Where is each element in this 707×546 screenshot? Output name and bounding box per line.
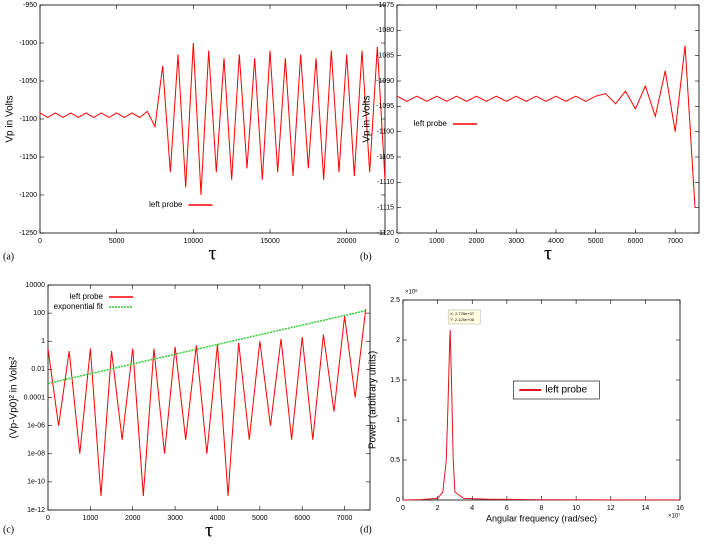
x-axis-label: τ <box>205 520 213 541</box>
x-axis-label: τ <box>208 243 216 265</box>
y-tick-label: 1e-08 <box>27 451 45 458</box>
x-tick-label: 6000 <box>294 515 310 522</box>
legend-label: left probe <box>149 200 183 209</box>
x-tick-label: 10 <box>572 505 580 512</box>
legend-box <box>513 380 600 400</box>
y-tick-label: -1075 <box>376 2 394 9</box>
y-tick-label: 1e-10 <box>27 479 45 486</box>
y-tick-label: -1080 <box>376 27 394 34</box>
panel-label: (a) <box>3 251 14 262</box>
x-tick-label: 0 <box>395 238 399 245</box>
y-tick-label: 0.01 <box>31 366 45 373</box>
y-exponent: ×10⁶ <box>405 289 418 296</box>
y-tick-label: 0.5 <box>390 457 400 464</box>
x-tick-label: 0 <box>46 515 50 522</box>
y-tick-label: 1e-06 <box>27 422 45 429</box>
y-tick-label: -1100 <box>20 116 37 123</box>
x-tick-label: 2000 <box>125 515 141 522</box>
y-tick-label: 0.0001 <box>24 394 46 401</box>
y-tick-label: 100 <box>33 310 45 317</box>
x-tick-label: 6000 <box>628 238 644 245</box>
y-tick-label: 10000 <box>26 282 46 289</box>
x-tick-label: 3000 <box>508 238 524 245</box>
x-tick-label: 8 <box>540 505 544 512</box>
series-line <box>47 308 367 496</box>
y-tick-label: -1200 <box>19 192 37 199</box>
x-tick-label: 2000 <box>469 238 485 245</box>
plot-frame <box>396 4 700 234</box>
y-tick-label: -1095 <box>376 103 394 110</box>
x-tick-label: 2 <box>436 505 440 512</box>
series-line <box>396 45 696 208</box>
x-tick-label: 5000 <box>252 515 268 522</box>
y-tick-label: -1000 <box>19 40 37 47</box>
x-tick-label: 7000 <box>337 515 353 522</box>
y-axis-label: Power (arbitrary units) <box>368 351 379 449</box>
x-tick-label: 6 <box>505 505 509 512</box>
y-tick-label: -1250 <box>19 230 37 237</box>
panel-label: (c) <box>3 524 14 535</box>
x-tick-label: 4 <box>470 505 474 512</box>
x-tick-label: 15000 <box>260 238 280 245</box>
y-tick-label: -1050 <box>19 78 37 85</box>
panel: 0 2 4 6 8 10 12 14 16 0 0.5 1 1.5 2 2.5 Angular frequen… <box>360 289 684 536</box>
panel: 0 1000 2000 3000 4000 5000 6000 7000 1e-12 1e-10 1… <box>3 282 371 542</box>
x-tick-label: 7000 <box>667 238 683 245</box>
panel: 0 5000 10000 15000 20000 -1250 -1200 -1150 -1100… <box>3 2 386 265</box>
y-tick-label: -1150 <box>20 154 37 161</box>
panel-label: (d) <box>360 524 372 535</box>
y-axis-label: Vp in Volts <box>362 95 373 142</box>
y-tick-label: -1090 <box>376 78 394 85</box>
y-tick-label: 1 <box>396 417 400 424</box>
legend-label: left probe <box>545 385 587 396</box>
y-tick-label: -1110 <box>377 179 394 186</box>
series-line <box>402 329 681 501</box>
y-tick-label: -1115 <box>377 205 394 212</box>
x-exponent: ×10⁷ <box>668 513 680 520</box>
y-tick-label: -1105 <box>377 154 394 161</box>
x-tick-label: 12 <box>607 505 615 512</box>
legend-label: exponential fit <box>54 302 104 311</box>
annotation-box <box>447 309 481 325</box>
x-tick-label: 5000 <box>588 238 604 245</box>
plot-frame <box>47 284 371 511</box>
x-tick-label: 14 <box>641 505 649 512</box>
y-tick-label: -1100 <box>377 129 394 136</box>
y-tick-label: 0 <box>396 497 400 504</box>
y-tick-label: 1e-12 <box>27 507 45 514</box>
y-tick-label: -1120 <box>377 230 394 237</box>
y-tick-label: 1 <box>41 338 45 345</box>
x-tick-label: 3000 <box>167 515 183 522</box>
panel: 0 1000 2000 3000 4000 5000 6000 7000 -1120 -1115 -… <box>360 2 700 265</box>
x-tick-label: 4000 <box>210 515 226 522</box>
annotation: X: 2.725e+07 <box>450 311 475 316</box>
legend-label: left probe <box>70 292 104 301</box>
series-line <box>39 42 386 196</box>
y-tick-label: 2 <box>396 337 400 344</box>
x-tick-label: 5000 <box>109 238 125 245</box>
legend-label: left probe <box>414 119 448 128</box>
y-axis-label: Vp in Volts <box>5 95 16 142</box>
x-tick-label: 1000 <box>83 515 99 522</box>
x-tick-label: 1000 <box>429 238 445 245</box>
y-tick-label: -1085 <box>376 53 394 60</box>
y-axis-label: (Vp-Vp0)² in Volts² <box>9 356 20 438</box>
y-tick-label: 2.5 <box>390 297 400 304</box>
y-tick-label: -950 <box>23 2 37 9</box>
panel-label: (b) <box>360 251 372 262</box>
x-tick-label: 4000 <box>548 238 564 245</box>
x-tick-label: 0 <box>38 238 42 245</box>
x-axis-label: Angular frequency (rad/sec) <box>486 513 597 523</box>
series-line <box>47 309 366 385</box>
y-tick-label: 1.5 <box>390 377 400 384</box>
x-axis-label: τ <box>544 243 552 265</box>
plot-frame <box>402 299 681 501</box>
x-tick-label: 20000 <box>337 238 357 245</box>
x-tick-label: 0 <box>401 505 405 512</box>
x-tick-label: 16 <box>676 505 684 512</box>
x-tick-label: 10000 <box>184 238 204 245</box>
annotation: Y: 2.125e+06 <box>450 317 474 322</box>
